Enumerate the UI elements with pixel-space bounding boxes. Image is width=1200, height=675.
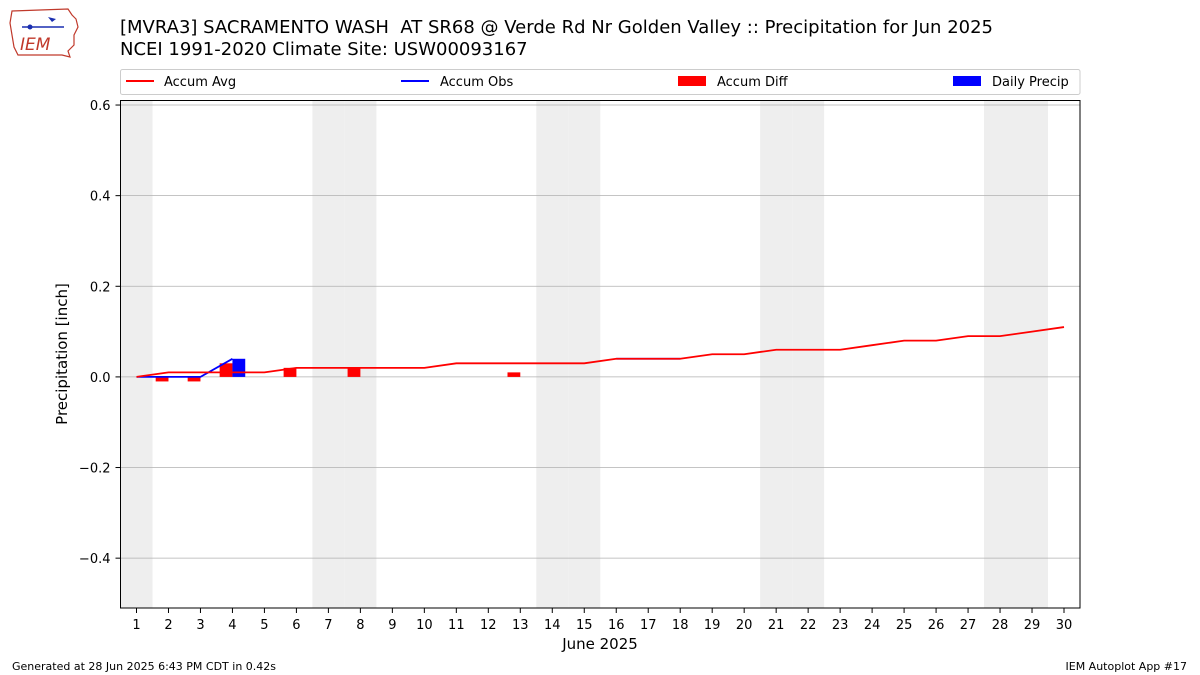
accum-avg-line xyxy=(136,326,1065,378)
logo-text: IEM xyxy=(20,35,51,55)
x-tick-label: 8 xyxy=(356,618,364,633)
x-tick-label: 14 xyxy=(544,618,561,633)
x-axis-label: June 2025 xyxy=(561,635,638,653)
x-tick-label: 19 xyxy=(704,618,721,633)
y-tick-label: 0.0 xyxy=(90,371,111,386)
x-ticks: 1 2 3 4 5 6 7 8 9 10 11 12 13 14 15 16 17 18 19 20 21 22 23 24 2… xyxy=(132,608,1072,633)
legend-label-accum-avg: Accum Avg xyxy=(164,75,236,90)
weekend-shade-day-8 xyxy=(344,100,377,608)
grid-lines xyxy=(120,104,1080,559)
x-tick-label: 22 xyxy=(800,618,817,633)
weekend-shade-day-1 xyxy=(120,100,153,608)
legend-swatch-accum-diff xyxy=(678,76,706,86)
x-tick-label: 17 xyxy=(640,618,657,633)
weekend-shade-day-29 xyxy=(1016,100,1049,608)
iowa-outline xyxy=(9,8,79,58)
y-tick-label: 0.4 xyxy=(90,190,111,205)
legend-label-daily-precip: Daily Precip xyxy=(992,75,1069,90)
x-tick-label: 30 xyxy=(1056,618,1073,633)
weekend-shade-day-22 xyxy=(792,100,825,608)
weekend-shading xyxy=(120,100,1049,608)
y-tick-label: 0.6 xyxy=(90,99,111,114)
generated-timestamp: Generated at 28 Jun 2025 6:43 PM CDT in … xyxy=(12,660,277,673)
legend-label-accum-obs: Accum Obs xyxy=(440,75,513,90)
accum-diff-bar xyxy=(283,367,297,377)
weekend-shade-day-7 xyxy=(312,100,345,608)
x-tick-label: 28 xyxy=(992,618,1009,633)
x-tick-label: 27 xyxy=(960,618,977,633)
x-tick-label: 21 xyxy=(768,618,785,633)
x-tick-label: 24 xyxy=(864,618,881,633)
chart-subtitle: NCEI 1991-2020 Climate Site: USW00093167 xyxy=(120,39,528,60)
app-credit: IEM Autoplot App #17 xyxy=(1065,660,1188,673)
x-tick-label: 25 xyxy=(896,618,913,633)
plot-frame xyxy=(120,100,1081,609)
x-tick-label: 11 xyxy=(448,618,465,633)
x-tick-label: 13 xyxy=(512,618,529,633)
weekend-shade-day-28 xyxy=(984,100,1017,608)
y-axis-label: Precipitation [inch] xyxy=(53,283,71,425)
x-tick-label: 16 xyxy=(608,618,625,633)
accum-diff-bar xyxy=(155,376,169,382)
x-tick-label: 23 xyxy=(832,618,849,633)
y-tick-label: 0.2 xyxy=(90,280,111,295)
logo-dot xyxy=(27,24,33,30)
weekend-shade-day-15 xyxy=(568,100,601,608)
x-tick-label: 9 xyxy=(388,618,396,633)
x-tick-label: 5 xyxy=(260,618,268,633)
y-ticks: −0.4 −0.2 0.0 0.2 0.4 0.6 xyxy=(79,99,121,567)
x-tick-label: 20 xyxy=(736,618,753,633)
iem-logo: IEM xyxy=(9,8,79,58)
legend-swatch-daily-precip xyxy=(953,76,981,86)
x-tick-label: 29 xyxy=(1024,618,1041,633)
legend: Accum Avg Accum Obs Accum Diff Daily Pre… xyxy=(120,69,1081,95)
weekend-shade-day-14 xyxy=(536,100,569,608)
accum-diff-bar xyxy=(187,376,201,382)
accum-diff-bar xyxy=(219,363,233,377)
x-tick-label: 26 xyxy=(928,618,945,633)
y-tick-label: −0.2 xyxy=(79,462,111,477)
x-tick-label: 3 xyxy=(196,618,204,633)
chart-title: [MVRA3] SACRAMENTO WASH AT SR68 @ Verde … xyxy=(120,17,993,38)
x-tick-label: 4 xyxy=(228,618,236,633)
legend-label-accum-diff: Accum Diff xyxy=(717,75,789,90)
daily-precip-bar xyxy=(232,358,246,377)
logo-bird xyxy=(48,17,56,22)
x-tick-label: 15 xyxy=(576,618,593,633)
x-tick-label: 10 xyxy=(416,618,433,633)
x-tick-label: 1 xyxy=(132,618,140,633)
legend-box xyxy=(120,69,1081,95)
y-tick-label: −0.4 xyxy=(79,552,111,567)
accum-diff-bar xyxy=(507,372,521,377)
weekend-shade-day-21 xyxy=(760,100,793,608)
lines xyxy=(136,326,1065,378)
x-tick-label: 6 xyxy=(292,618,300,633)
x-tick-label: 2 xyxy=(164,618,172,633)
x-tick-label: 7 xyxy=(324,618,332,633)
accum-obs-line xyxy=(136,357,233,378)
x-tick-label: 12 xyxy=(480,618,497,633)
accum-diff-bar xyxy=(347,367,361,377)
x-tick-label: 18 xyxy=(672,618,689,633)
